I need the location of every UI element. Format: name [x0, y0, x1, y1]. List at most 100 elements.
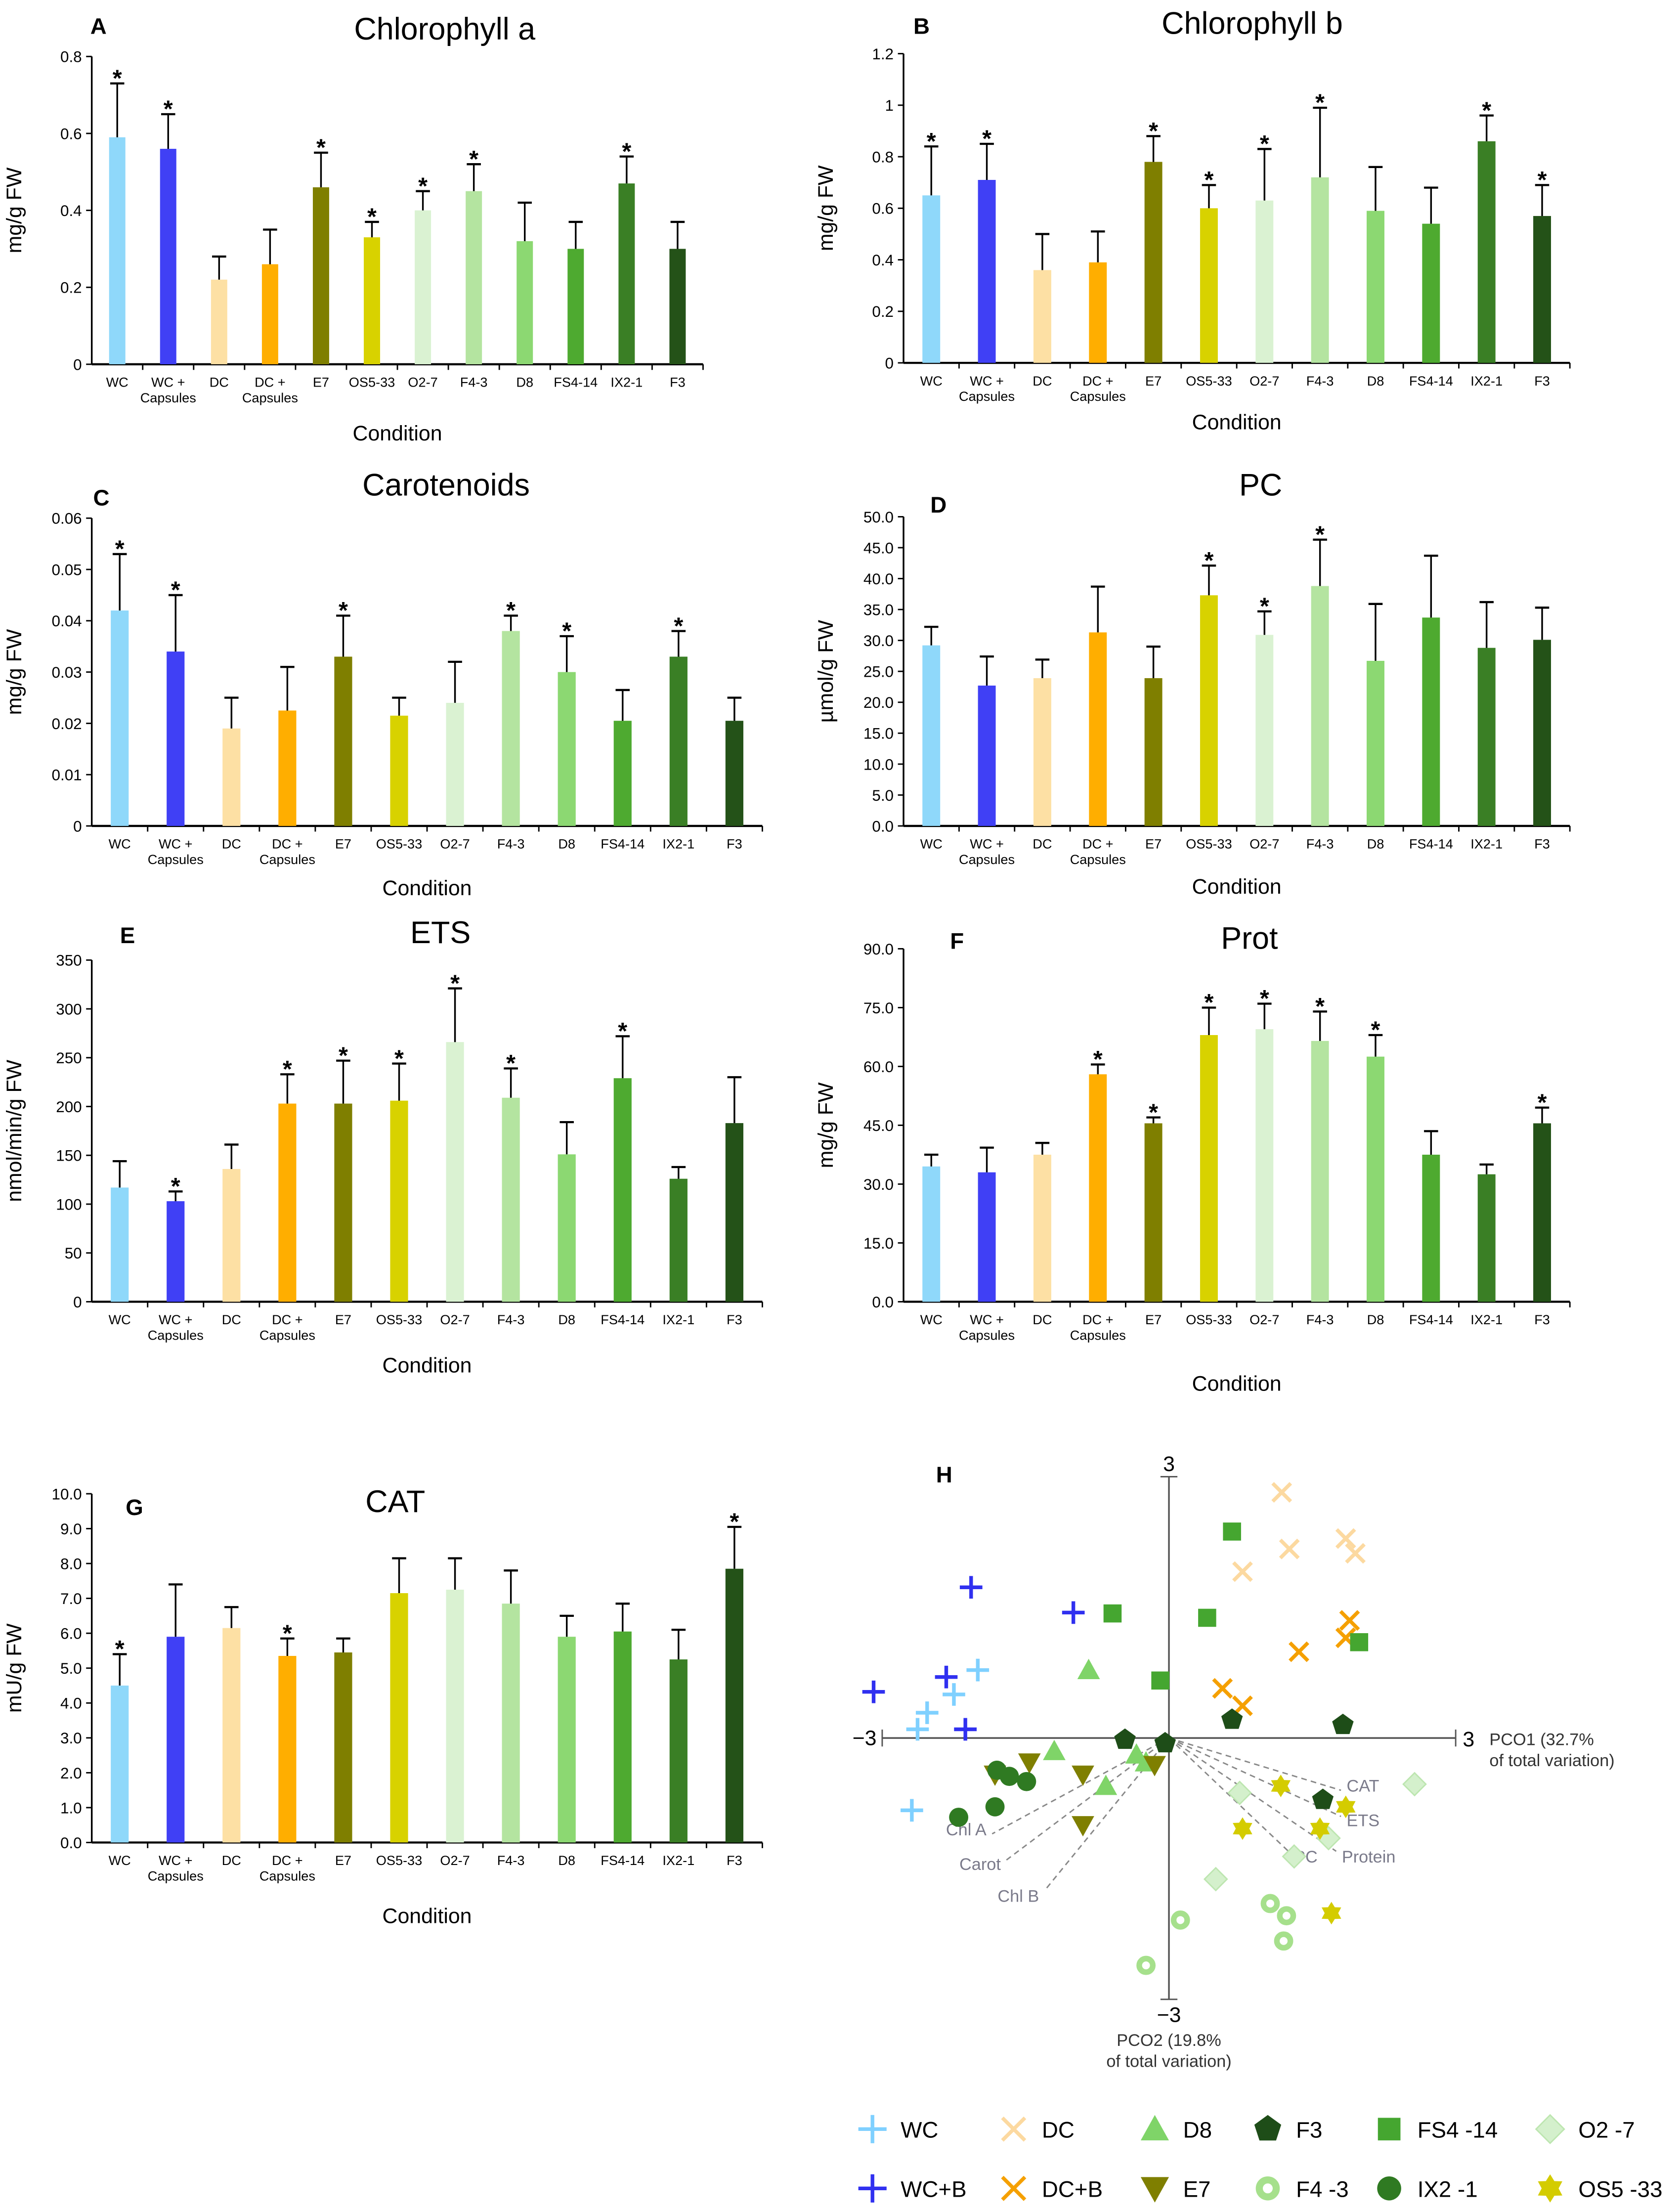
y-tick-label: 4.0	[60, 1695, 82, 1712]
bar-dc	[222, 1628, 241, 1843]
chart-panel-a: A Chlorophyll a Condition mg/g FW 0 0.2 0.4 0.6…	[2, 12, 704, 445]
significance-marker: *	[283, 1620, 292, 1647]
x-axis-label: Condition	[1192, 1372, 1282, 1395]
x-tick-label: D8	[1367, 373, 1384, 389]
bar-f4-3	[502, 1604, 520, 1843]
chart-panel-f: F Prot Condition mg/g FW 0.0 15.0 30.0 45.0 60.0…	[814, 921, 1571, 1395]
star-marker	[1335, 1795, 1356, 1819]
x-tick-label: F4-3	[497, 836, 525, 852]
bar-os5-33	[1200, 595, 1218, 826]
series-d8	[1043, 1658, 1158, 1795]
significance-marker: *	[171, 1173, 180, 1200]
bar-ix2-1	[1477, 648, 1496, 826]
x-tick-label: DC + Capsules	[1070, 1312, 1126, 1343]
bar-o2-7	[446, 702, 464, 826]
chart-panel-b: B Chlorophyll b Condition mg/g FW 0 0.2 0.4 0.6…	[814, 6, 1571, 434]
series-wc-b	[862, 1576, 1085, 1741]
x-tick-label: E7	[1145, 1312, 1162, 1327]
plus-marker	[1062, 1601, 1085, 1624]
y-tick-label: 0.05	[52, 561, 82, 578]
x-tick-label: F3	[727, 1853, 742, 1868]
x-tick-label: −3	[853, 1726, 877, 1750]
x-tick-label: FS4-14	[1409, 1312, 1453, 1327]
y-tick-label: 10.0	[863, 756, 894, 773]
y-tick-label: 30.0	[863, 632, 894, 650]
square-marker	[1198, 1608, 1216, 1627]
bar-wc-capsules	[978, 179, 996, 363]
x-tick-label-line: WC +	[970, 373, 1004, 389]
x-tick-label: E7	[335, 1853, 351, 1868]
significance-marker: *	[1315, 993, 1325, 1020]
x-tick-label-line: WC +	[159, 836, 193, 852]
bar-wc	[922, 1166, 941, 1302]
x-tick-label: OS5-33	[376, 1853, 422, 1868]
x-tick-label-line: Capsules	[259, 852, 315, 867]
bar-f3	[1533, 640, 1551, 826]
x-tick-label: F4-3	[1306, 836, 1334, 852]
x-tick-label-line: Capsules	[959, 389, 1015, 404]
loading-vector	[1168, 1737, 1289, 1852]
x-tick-label-line: DC +	[272, 836, 303, 852]
x-tick-label: F3	[1534, 373, 1550, 389]
y-tick-label: 0.02	[52, 715, 82, 733]
y-tick-label: 0.6	[872, 200, 894, 217]
legend-item: WC+B	[858, 2174, 967, 2203]
series-f4-3	[1136, 1894, 1296, 1975]
y-tick-label: 3.0	[60, 1730, 82, 1747]
x-tick-label: DC	[222, 1312, 241, 1327]
ring-marker	[1274, 1931, 1293, 1951]
x-tick-label: F4-3	[497, 1853, 525, 1868]
x-tick-label: O2-7	[440, 836, 470, 852]
ring-marker	[1277, 1906, 1296, 1926]
plus-marker	[915, 1701, 939, 1724]
x-tick-label-line: Capsules	[148, 1868, 204, 1884]
y-tick-label: 45.0	[863, 1117, 894, 1134]
legend-item: E7	[1140, 2176, 1211, 2203]
x-tick-label: D8	[558, 836, 575, 852]
pentagon-marker	[1221, 1708, 1243, 1729]
star-marker	[1271, 1775, 1291, 1797]
chart-panel-c: C Carotenoids Condition mg/g FW 0 0.01 0.02 0.0…	[2, 468, 763, 900]
vector-label: Protein	[1342, 1848, 1396, 1866]
plus-marker	[862, 1680, 885, 1703]
y-tick-label: 0.6	[60, 125, 82, 142]
bar-dc	[1033, 270, 1051, 363]
y-axis-label: nmol/min/g FW	[2, 1059, 26, 1202]
significance-marker: *	[982, 126, 991, 152]
cross-marker	[1001, 2116, 1027, 2142]
x-tick-label: IX2-1	[1470, 1312, 1503, 1327]
y-tick-label: 5.0	[872, 787, 894, 804]
x-tick-label: WC + Capsules	[148, 836, 204, 867]
x-tick-label: O2-7	[1249, 373, 1279, 389]
bar-dc	[1033, 1154, 1051, 1302]
x-tick-label-line: Capsules	[148, 852, 204, 867]
plus-marker	[959, 1576, 983, 1599]
panel-label: G	[126, 1495, 143, 1520]
x-tick-label: OS5-33	[376, 836, 422, 852]
y-tick-label: 20.0	[863, 694, 894, 711]
triangle-down-marker	[1072, 1765, 1094, 1786]
x-tick-label: FS4-14	[554, 375, 598, 390]
x-tick-label: O2-7	[440, 1312, 470, 1327]
x-tick-label: F3	[1534, 1312, 1550, 1327]
y-tick-label: 8.0	[60, 1556, 82, 1573]
cross-marker	[1001, 2175, 1027, 2201]
triangle-down-marker	[1143, 1756, 1166, 1777]
significance-marker: *	[115, 536, 125, 563]
significance-marker: *	[339, 597, 348, 624]
bar-wc	[111, 1686, 129, 1843]
panel-label: C	[93, 485, 110, 511]
vector-label: CAT	[1347, 1777, 1379, 1796]
cross-marker	[1212, 1678, 1233, 1699]
bar-o2-7	[1255, 635, 1274, 826]
panel-label: E	[120, 923, 135, 948]
cross-marker	[1279, 1538, 1300, 1560]
bar-wc-capsules	[160, 149, 176, 364]
bar-os5-33	[1200, 208, 1218, 363]
legend-label: E7	[1183, 2176, 1211, 2202]
cross-marker	[1232, 1561, 1253, 1582]
legend-label: O2 -7	[1578, 2117, 1635, 2142]
bar-wc-capsules	[167, 651, 185, 826]
legend-label: F4 -3	[1296, 2176, 1349, 2202]
bar-e7	[1144, 1123, 1163, 1302]
